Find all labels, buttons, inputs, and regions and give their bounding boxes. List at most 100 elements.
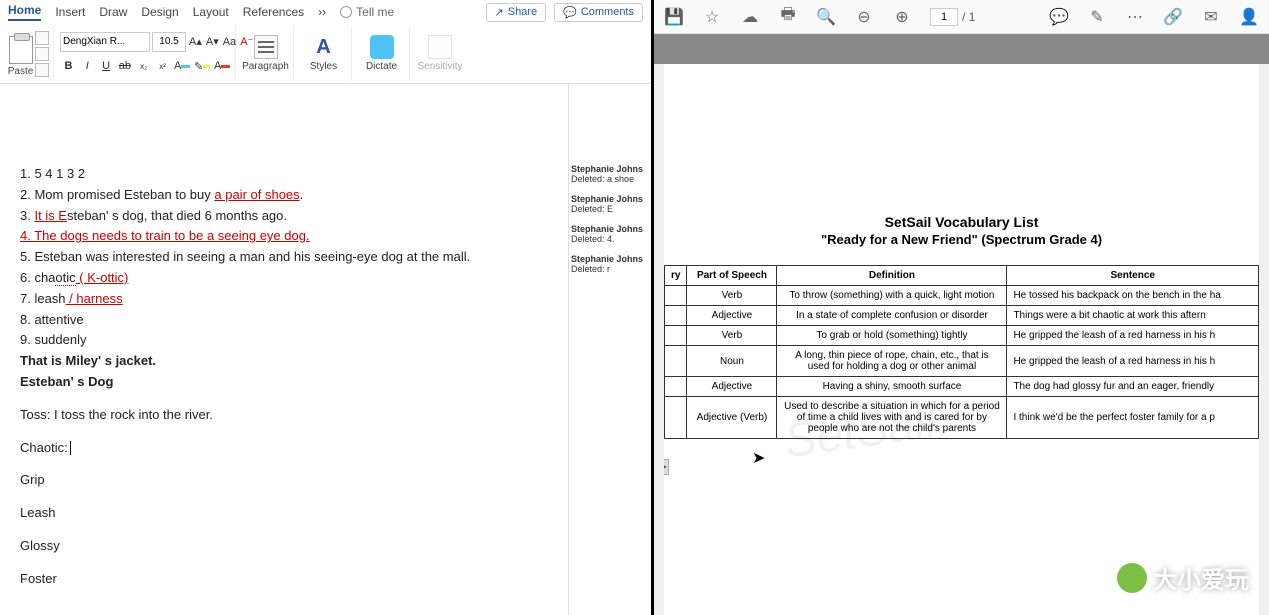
format-painter-icon[interactable]: [35, 63, 49, 77]
pdf-viewer: 💾 ☆ ☁ 🖶 🔍 ⊖ ⊕ / 1 💬 ✎ ⋯ 🔗 ✉ 👤 ▸ SetSail …: [654, 0, 1269, 615]
grip-line: Grip: [20, 470, 552, 491]
line-8: 8. attentive: [20, 310, 552, 331]
cell-vocabulary: [665, 286, 687, 306]
cell-pos: Verb: [687, 326, 777, 346]
bold-button[interactable]: B: [60, 57, 77, 75]
document-page[interactable]: 1. 5 4 1 3 2 2. Mom promised Esteban to …: [0, 84, 569, 615]
highlight-icon[interactable]: ✎: [193, 57, 211, 75]
styles-group[interactable]: A Styles: [296, 26, 352, 81]
leash-line: Leash: [20, 503, 552, 524]
line-2: 2. Mom promised Esteban to buy a pair of…: [20, 185, 552, 206]
cell-vocabulary: [665, 326, 687, 346]
revision-4[interactable]: Stephanie JohnsDeleted: r: [571, 254, 649, 274]
font-color-icon[interactable]: A: [213, 57, 231, 75]
comment-icon[interactable]: 💬: [1049, 7, 1069, 27]
paragraph-icon: [254, 35, 278, 59]
sensitivity-icon: [428, 35, 452, 59]
clipboard-group: Paste: [4, 26, 54, 81]
strike-button[interactable]: ab: [116, 57, 133, 75]
cell-vocabulary: [665, 306, 687, 326]
revision-3[interactable]: Stephanie JohnsDeleted: 4.: [571, 224, 649, 244]
th-vocabulary: ry: [665, 266, 687, 286]
cut-icon[interactable]: [35, 31, 49, 45]
link-icon[interactable]: 🔗: [1163, 7, 1183, 27]
superscript-button[interactable]: x²: [154, 57, 171, 75]
tab-references[interactable]: References: [243, 5, 304, 19]
table-row: VerbTo grab or hold (something) tightlyH…: [665, 326, 1259, 346]
table-row: VerbTo throw (something) with a quick, l…: [665, 286, 1259, 306]
cell-sent: He tossed his backpack on the bench in t…: [1007, 286, 1259, 306]
line-7: 7. leash / harness: [20, 289, 552, 310]
chaotic-line: Chaotic:: [20, 438, 552, 459]
paste-icon[interactable]: [9, 36, 33, 64]
star-icon[interactable]: ☆: [702, 7, 722, 27]
brand-overlay: 大小爱玩: [1117, 560, 1249, 595]
font-name-select[interactable]: [60, 32, 150, 52]
paragraph-group[interactable]: Paragraph: [238, 26, 294, 81]
cell-sent: He gripped the leash of a red harness in…: [1007, 326, 1259, 346]
pdf-gutter: [654, 34, 1269, 64]
tab-insert[interactable]: Insert: [55, 5, 85, 19]
tab-home[interactable]: Home: [8, 3, 41, 21]
font-size-select[interactable]: [152, 32, 186, 52]
line-3: 3. It is Esteban' s dog, that died 6 mon…: [20, 206, 552, 227]
more-icon[interactable]: ⋯: [1125, 7, 1145, 27]
document-area: 1. 5 4 1 3 2 2. Mom promised Esteban to …: [0, 84, 651, 615]
tab-draw[interactable]: Draw: [99, 5, 127, 19]
tab-layout[interactable]: Layout: [193, 5, 229, 19]
cell-def: In a state of complete confusion or diso…: [777, 306, 1007, 326]
cell-def: A long, thin piece of rope, chain, etc.,…: [777, 346, 1007, 377]
page-number-input[interactable]: [930, 8, 958, 26]
tabs-overflow[interactable]: ››: [318, 5, 326, 19]
subscript-button[interactable]: x₂: [135, 57, 152, 75]
glossy-line: Glossy: [20, 536, 552, 557]
prev-page-icon[interactable]: ⊖: [854, 7, 874, 27]
pdf-page[interactable]: ▸ SetSail Vocabulary List "Ready for a N…: [664, 64, 1259, 615]
revision-2[interactable]: Stephanie JohnsDeleted: E: [571, 194, 649, 214]
page-indicator: / 1: [930, 8, 975, 26]
shrink-font-icon[interactable]: A▾: [205, 33, 220, 51]
zoom-out-icon[interactable]: 🔍: [816, 7, 836, 27]
account-icon[interactable]: 👤: [1239, 7, 1259, 27]
comments-button[interactable]: 💬 Comments: [554, 3, 643, 22]
line-6: 6. chaotic ( K-ottic): [20, 268, 552, 289]
copy-icon[interactable]: [35, 47, 49, 61]
edit-icon[interactable]: ✎: [1087, 7, 1107, 27]
cell-def: To throw (something) with a quick, light…: [777, 286, 1007, 306]
cell-vocabulary: [665, 377, 687, 397]
dictate-icon: [370, 35, 394, 59]
word-window: Home Insert Draw Design Layout Reference…: [0, 0, 654, 615]
cell-def: To grab or hold (something) tightly: [777, 326, 1007, 346]
th-sentence: Sentence: [1007, 266, 1259, 286]
underline-button[interactable]: U: [98, 57, 115, 75]
grow-font-icon[interactable]: A▴: [188, 33, 203, 51]
cell-pos: Adjective (Verb): [687, 397, 777, 439]
dictate-group[interactable]: Dictate: [354, 26, 410, 81]
bold-line-2: Esteban' s Dog: [20, 372, 552, 393]
cell-def: Having a shiny, smooth surface: [777, 377, 1007, 397]
tab-design[interactable]: Design: [141, 5, 178, 19]
share-button[interactable]: ↗ Share: [486, 3, 547, 22]
vocab-table: ry Part of Speech Definition Sentence Ve…: [664, 265, 1259, 439]
cell-pos: Verb: [687, 286, 777, 306]
cell-sent: The dog had glossy fur and an eager, fri…: [1007, 377, 1259, 397]
sensitivity-group[interactable]: Sensitivity: [412, 26, 468, 81]
expand-handle[interactable]: ▸: [664, 459, 669, 475]
table-row: NounA long, thin piece of rope, chain, e…: [665, 346, 1259, 377]
line-5: 5. Esteban was interested in seeing a ma…: [20, 247, 552, 268]
print-icon[interactable]: 🖶: [778, 7, 798, 27]
line-9: 9. suddenly: [20, 330, 552, 351]
italic-button[interactable]: I: [79, 57, 96, 75]
cloud-upload-icon[interactable]: ☁: [740, 7, 760, 27]
text-effects-icon[interactable]: A: [173, 57, 191, 75]
th-definition: Definition: [777, 266, 1007, 286]
mail-icon[interactable]: ✉: [1201, 7, 1221, 27]
pdf-toolbar: 💾 ☆ ☁ 🖶 🔍 ⊖ ⊕ / 1 💬 ✎ ⋯ 🔗 ✉ 👤: [654, 0, 1269, 34]
next-page-icon[interactable]: ⊕: [892, 7, 912, 27]
vocab-title: SetSail Vocabulary List: [664, 214, 1259, 230]
ribbon-tabs: Home Insert Draw Design Layout Reference…: [0, 0, 651, 24]
save-icon[interactable]: 💾: [664, 7, 684, 27]
revision-1[interactable]: Stephanie JohnsDeleted: a shoe: [571, 164, 649, 184]
change-case-icon[interactable]: Aa: [222, 33, 237, 51]
tell-me-search[interactable]: Tell me: [340, 5, 394, 19]
